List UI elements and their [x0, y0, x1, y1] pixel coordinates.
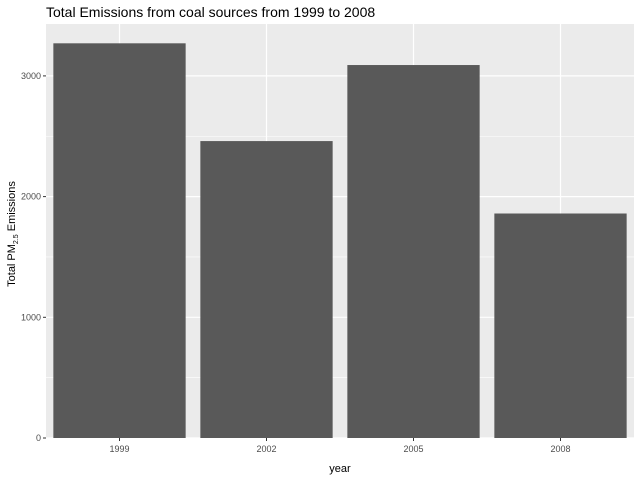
y-axis-title-subscript: 2.5: [13, 234, 20, 244]
x-axis-title: year: [329, 463, 351, 475]
x-tick-label: 2008: [550, 444, 570, 454]
y-axis-title-suffix: Emissions: [6, 181, 18, 235]
bar-2002: [200, 141, 333, 438]
bars: [53, 43, 627, 439]
y-tick-label: 3000: [21, 71, 41, 81]
bar-2005: [347, 65, 480, 438]
x-tick-label: 2005: [403, 444, 423, 454]
y-axis-title: Total PM2.5 Emissions: [6, 181, 20, 287]
y-tick-label: 1000: [21, 312, 41, 322]
x-tick-label: 1999: [109, 444, 129, 454]
chart-title: Total Emissions from coal sources from 1…: [46, 4, 375, 20]
bar-2008: [494, 213, 627, 438]
y-axis: 0 1000 2000 3000: [21, 71, 46, 443]
x-tick-label: 2002: [256, 444, 276, 454]
bar-1999: [53, 43, 186, 439]
y-tick-label: 2000: [21, 192, 41, 202]
x-axis: 1999 2002 2005 2008: [109, 438, 571, 454]
y-axis-title-prefix: Total PM: [6, 244, 18, 287]
y-tick-label: 0: [36, 433, 41, 443]
